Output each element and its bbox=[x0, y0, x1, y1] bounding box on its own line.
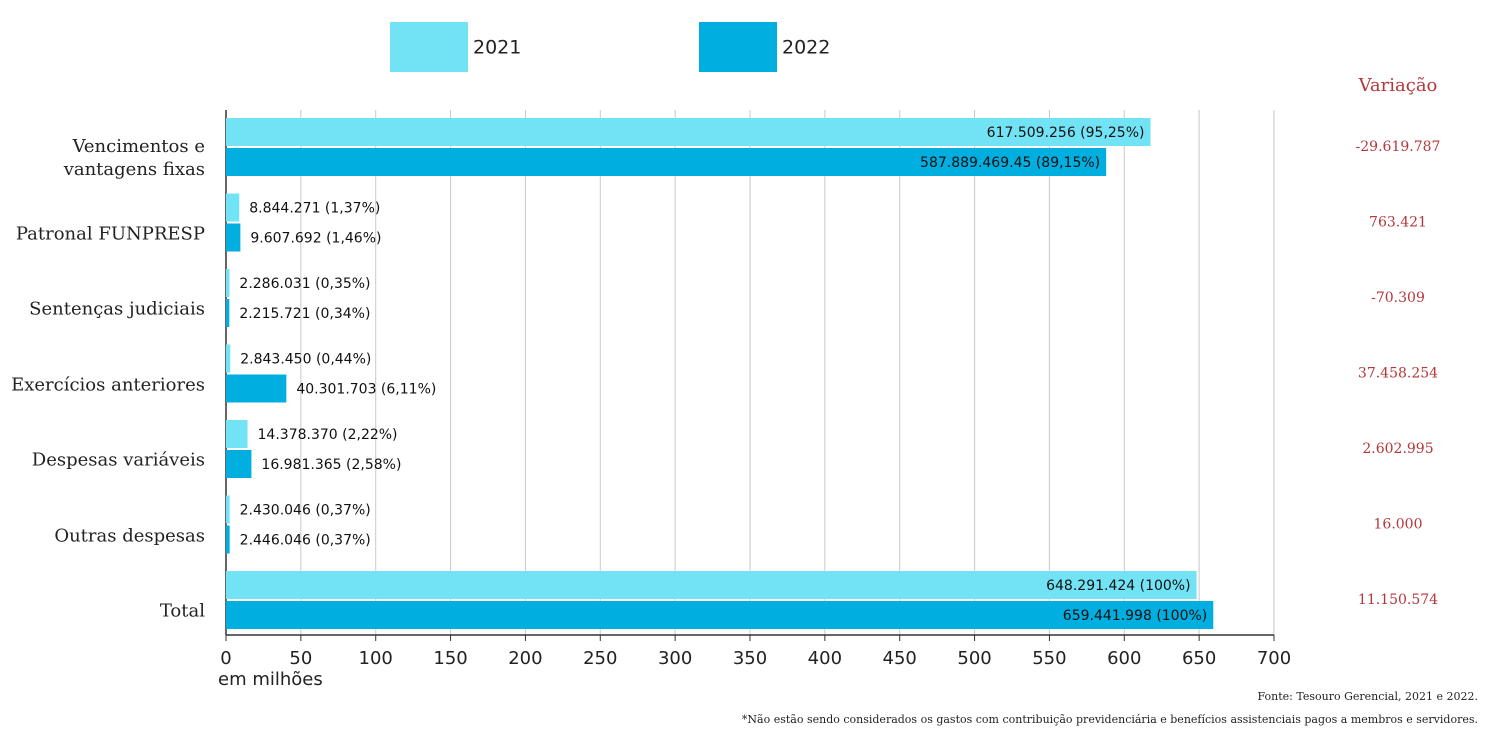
value-label: 2.446.046 (0,37%) bbox=[240, 533, 371, 549]
bar bbox=[226, 374, 287, 403]
bar bbox=[226, 495, 230, 524]
value-label: 2.286.031 (0,35%) bbox=[239, 276, 370, 292]
value-label: 2.843.450 (0,44%) bbox=[240, 352, 371, 368]
y-tick-label: Exercícios anteriores bbox=[11, 374, 205, 395]
x-tick-label: 250 bbox=[583, 648, 617, 669]
variation-label: 2.602.995 bbox=[1362, 441, 1433, 457]
value-label: 659.441.998 (100%) bbox=[1063, 608, 1207, 624]
x-tick-label: 350 bbox=[733, 648, 767, 669]
x-tick-label: 400 bbox=[808, 648, 842, 669]
value-label: 617.509.256 (95,25%) bbox=[987, 125, 1145, 141]
variation-title: Variação bbox=[1358, 75, 1438, 96]
x-axis-title: em milhões bbox=[218, 669, 323, 690]
variation-label: -70.309 bbox=[1371, 290, 1425, 306]
value-label: 8.844.271 (1,37%) bbox=[249, 201, 380, 217]
bar bbox=[226, 601, 1214, 629]
x-tick-label: 450 bbox=[883, 648, 917, 669]
y-tick-label: Vencimentos e vantagens fixas bbox=[63, 136, 205, 180]
legend-swatch bbox=[699, 22, 777, 72]
y-tick-label: Total bbox=[159, 600, 205, 622]
bar bbox=[226, 571, 1197, 599]
source: Fonte: Tesouro Gerencial, 2021 e 2022. bbox=[1258, 690, 1478, 703]
value-label: 648.291.424 (100%) bbox=[1046, 578, 1190, 594]
x-tick-label: 550 bbox=[1032, 648, 1066, 669]
bar bbox=[226, 344, 231, 373]
bar bbox=[226, 450, 252, 478]
value-label: 2.215.721 (0,34%) bbox=[239, 306, 370, 322]
legend-swatch bbox=[390, 22, 468, 72]
bar bbox=[226, 223, 241, 252]
value-label: 14.378.370 (2,22%) bbox=[258, 427, 398, 443]
bar bbox=[226, 118, 1151, 146]
x-tick-label: 300 bbox=[658, 648, 692, 669]
x-tick-label: 0 bbox=[220, 648, 231, 669]
bar bbox=[226, 269, 230, 297]
variation-label: 763.421 bbox=[1369, 215, 1427, 231]
variation-label: 16.000 bbox=[1374, 517, 1423, 533]
value-label: 40.301.703 (6,11%) bbox=[296, 382, 436, 398]
y-tick-label: Outras despesas bbox=[54, 525, 205, 546]
value-label: 16.981.365 (2,58%) bbox=[261, 457, 401, 473]
y-tick-label: Sentenças judiciais bbox=[29, 298, 205, 320]
x-tick-label: 50 bbox=[289, 648, 312, 669]
variation-label: -29.619.787 bbox=[1356, 139, 1441, 155]
value-label: 587.889.469.45 (89,15%) bbox=[920, 155, 1100, 171]
legend-label: 2021 bbox=[473, 37, 521, 59]
x-tick-label: 100 bbox=[359, 648, 393, 669]
variation-label: 11.150.574 bbox=[1358, 592, 1438, 608]
bar bbox=[226, 299, 230, 327]
y-tick-label: Despesas variáveis bbox=[31, 449, 205, 471]
bar bbox=[226, 420, 248, 448]
legend-label: 2022 bbox=[782, 37, 830, 59]
y-tick-label: Patronal FUNPRESP bbox=[15, 223, 205, 244]
value-label: 9.607.692 (1,46%) bbox=[250, 231, 381, 247]
variation-label: 37.458.254 bbox=[1358, 366, 1438, 382]
x-tick-label: 500 bbox=[957, 648, 991, 669]
bar bbox=[226, 525, 230, 554]
x-tick-label: 700 bbox=[1257, 648, 1291, 669]
value-label: 2.430.046 (0,37%) bbox=[240, 503, 371, 519]
x-tick-label: 600 bbox=[1107, 648, 1141, 669]
x-tick-label: 150 bbox=[433, 648, 467, 669]
x-tick-label: 650 bbox=[1182, 648, 1216, 669]
bar bbox=[226, 148, 1107, 176]
x-tick-label: 200 bbox=[508, 648, 542, 669]
bar bbox=[226, 193, 240, 222]
footnote: *Não estão sendo considerados os gastos … bbox=[742, 713, 1478, 726]
